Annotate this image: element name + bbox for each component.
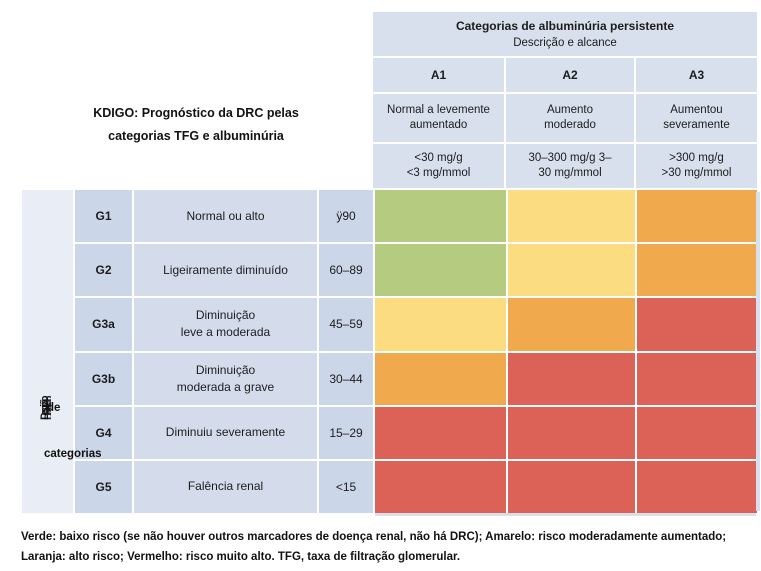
gfr-desc-g5: Falência renal (134, 460, 317, 513)
footnote: Verde: baixo risco (se não houver outros… (21, 527, 756, 567)
risk-cell-g3b-a3 (637, 352, 757, 405)
gfr-range-g4: 15–29 (319, 406, 373, 459)
risk-cell-g3b-a2 (508, 352, 635, 405)
albuminuria-header: Categorias de albuminúria persistente De… (373, 12, 757, 188)
risk-cell-g3a-a2 (508, 298, 635, 351)
risk-cell-g5-a1 (375, 460, 506, 513)
column-desc-a2: Aumento moderado (506, 94, 634, 142)
gfr-code-g5: G5 (75, 460, 132, 513)
risk-cell-g1-a3 (637, 190, 757, 243)
gfr-axis-fragment-categorias: categorias (44, 448, 102, 460)
risk-cell-g3b-a1 (375, 352, 506, 405)
gfr-code-g4: G4 (75, 406, 132, 459)
albuminuria-header-title: Categorias de albuminúria persistente (455, 18, 675, 33)
gfr-desc-g4: Diminuiu severamente (134, 406, 317, 459)
footnote-line1: Verde: baixo risco (se não houver outros… (21, 531, 727, 543)
risk-cell-g2-a1 (375, 244, 506, 297)
table-edge-right (756, 192, 760, 511)
albuminuria-header-subtitle: Descrição e alcance (513, 36, 617, 49)
gfr-code-g3b: G3b (75, 352, 132, 405)
gfr-range-g3b: 30–44 (319, 352, 373, 405)
gfr-range-g2: 60–89 (319, 244, 373, 297)
gfr-desc-g3b: Diminuição moderada a grave (134, 352, 317, 405)
gfr-axis-band: Descrição de categorias (22, 190, 102, 513)
gfr-axis-fragment-de: de (47, 402, 61, 414)
gfr-code-g2: G2 (75, 244, 132, 297)
risk-cell-g4-a3 (637, 406, 757, 459)
risk-cell-g5-a3 (637, 460, 757, 513)
risk-cell-g3a-a3 (637, 298, 757, 351)
footnote-line2: Laranja: alto risco; Vermelho: risco mui… (21, 551, 461, 563)
gfr-code-g1: G1 (75, 190, 132, 243)
risk-cell-g2-a3 (637, 244, 757, 297)
gfr-desc-g1: Normal ou alto (134, 190, 317, 243)
column-code-a1: A1 (373, 58, 504, 92)
figure-title-line1: KDIGO: Prognóstico da DRC pelas (93, 106, 299, 120)
figure-title-line2: categorias TFG e albuminúria (108, 129, 284, 143)
gfr-desc-g2: Ligeiramente diminuído (134, 244, 317, 297)
risk-matrix (375, 190, 757, 513)
figure-title: KDIGO: Prognóstico da DRC pelas categori… (46, 102, 346, 148)
column-desc-a1: Normal a levemente aumentado (373, 94, 504, 142)
column-code-a3: A3 (636, 58, 757, 92)
risk-cell-g4-a1 (375, 406, 506, 459)
albuminuria-header-title-cell: Categorias de albuminúria persistente De… (373, 12, 757, 56)
gfr-code-g3a: G3a (75, 298, 132, 351)
column-range-a2: 30–300 mg/g 3– 30 mg/mmol (506, 144, 634, 188)
gfr-range-g1: ÿ90 (319, 190, 373, 243)
risk-cell-g1-a1 (375, 190, 506, 243)
column-desc-a3: Aumentou severamente (636, 94, 757, 142)
gfr-range-g3a: 45–59 (319, 298, 373, 351)
column-range-a3: >300 mg/g >30 mg/mmol (636, 144, 757, 188)
table-edge-bottom (375, 513, 756, 516)
risk-cell-g5-a2 (508, 460, 635, 513)
gfr-range-g5: <15 (319, 460, 373, 513)
gfr-desc-g3a: Diminuição leve a moderada (134, 298, 317, 351)
risk-cell-g2-a2 (508, 244, 635, 297)
risk-cell-g3a-a1 (375, 298, 506, 351)
risk-cell-g1-a2 (508, 190, 635, 243)
risk-cell-g4-a2 (508, 406, 635, 459)
column-code-a2: A2 (506, 58, 634, 92)
gfr-table: Descrição de categorias G1 Normal ou alt… (22, 190, 373, 513)
column-range-a1: <30 mg/g <3 mg/mmol (373, 144, 504, 188)
